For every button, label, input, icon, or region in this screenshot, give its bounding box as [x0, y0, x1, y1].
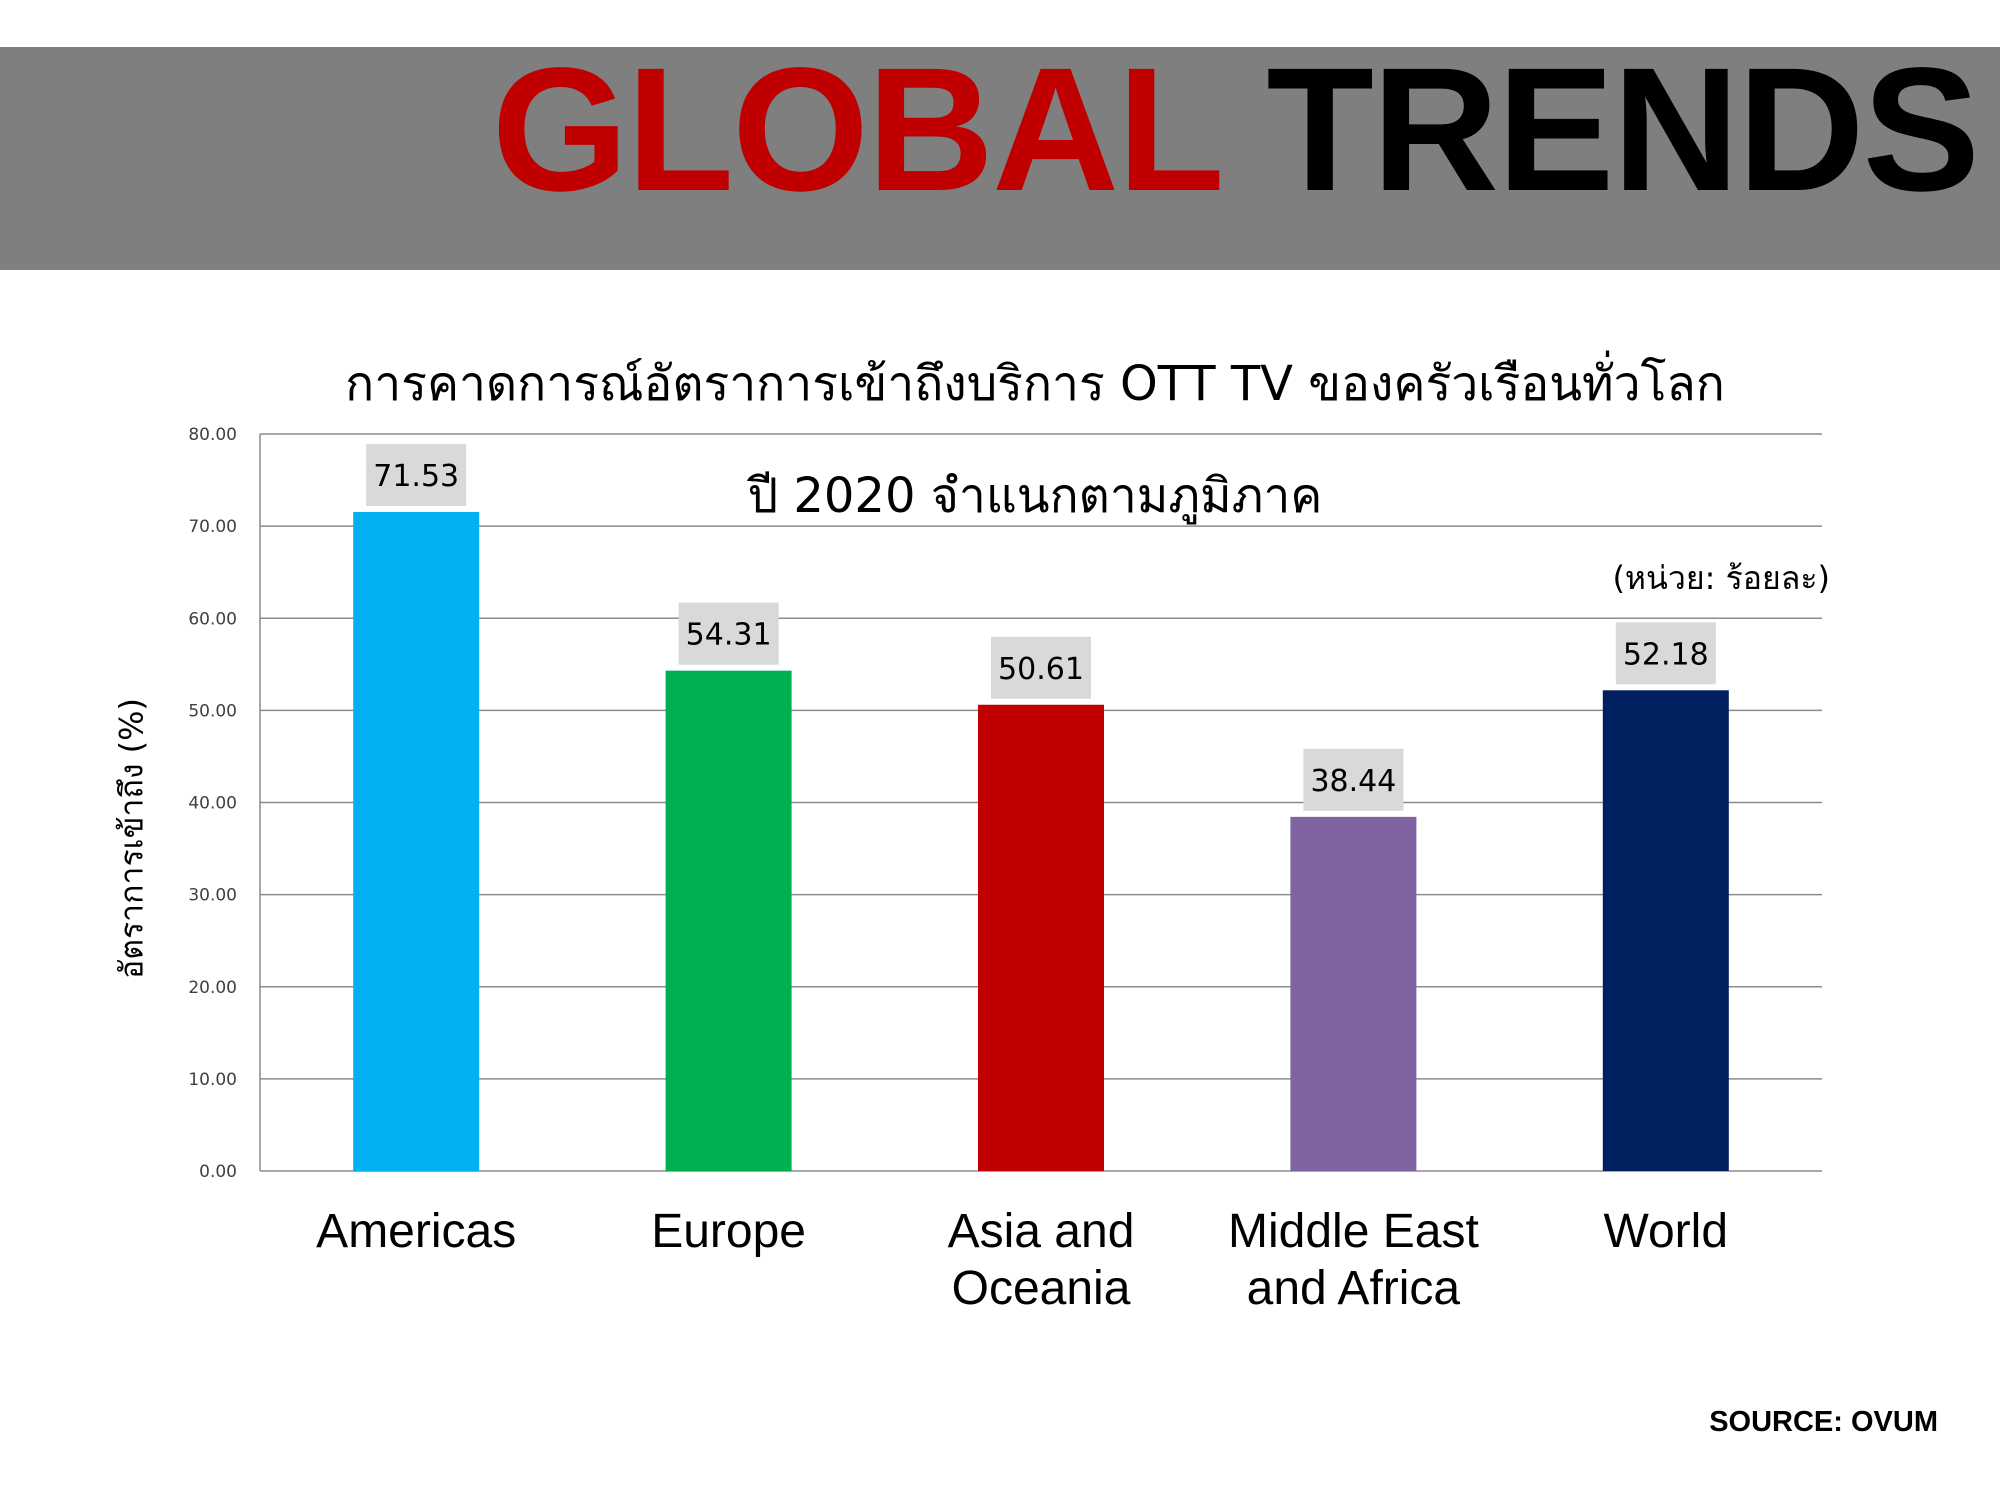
bar	[353, 512, 480, 1171]
y-axis-label: อัตราการเข้าถึง (%)	[112, 698, 151, 980]
y-tick-label: 80.00	[188, 425, 237, 445]
title-global: GLOBAL	[491, 32, 1222, 228]
x-tick-label: Middle East	[1228, 1205, 1479, 1258]
y-tick-label: 20.00	[188, 978, 237, 998]
bar	[1290, 816, 1417, 1171]
header-band	[0, 47, 2000, 270]
data-label: 50.61	[998, 652, 1084, 687]
data-label-background	[991, 636, 1091, 699]
y-tick-label: 50.00	[188, 701, 237, 721]
data-label-background	[1615, 622, 1716, 685]
y-tick-label: 60.00	[188, 609, 237, 629]
y-tick-label: 0.00	[199, 1162, 237, 1182]
bar	[665, 670, 792, 1171]
x-tick-label: Oceania	[952, 1262, 1131, 1315]
x-tick-label: Americas	[316, 1205, 516, 1258]
y-tick-label: 70.00	[188, 517, 237, 537]
data-label-background	[1303, 748, 1404, 811]
x-tick-label: Asia and	[948, 1205, 1135, 1258]
y-tick-label: 30.00	[188, 886, 237, 906]
y-tick-label: 10.00	[188, 1070, 237, 1090]
bar	[978, 704, 1104, 1171]
data-label-background	[678, 602, 779, 665]
data-label: 54.31	[686, 618, 772, 653]
chart-title: การคาดการณ์อัตราการเข้าถึงบริการ OTT TV …	[345, 356, 1725, 412]
bar	[1602, 690, 1729, 1171]
data-label-background	[366, 444, 467, 507]
x-tick-label: World	[1604, 1205, 1728, 1258]
data-label: 38.44	[1310, 764, 1396, 799]
source-note: SOURCE: OVUM	[1709, 1406, 1938, 1438]
x-tick-label: Europe	[651, 1205, 806, 1258]
data-label: 71.53	[373, 459, 459, 494]
x-tick-label: and Africa	[1247, 1262, 1461, 1315]
title-trends: TRENDS	[1266, 32, 1980, 228]
chart-subtitle: ปี 2020 จำแนกตามภูมิภาค	[747, 468, 1323, 524]
y-tick-label: 40.00	[188, 794, 237, 814]
data-label: 52.18	[1623, 637, 1709, 672]
unit-note: (หน่วย: ร้อยละ)	[1612, 559, 1830, 597]
page-title: GLOBAL TRENDS	[492, 42, 1980, 273]
